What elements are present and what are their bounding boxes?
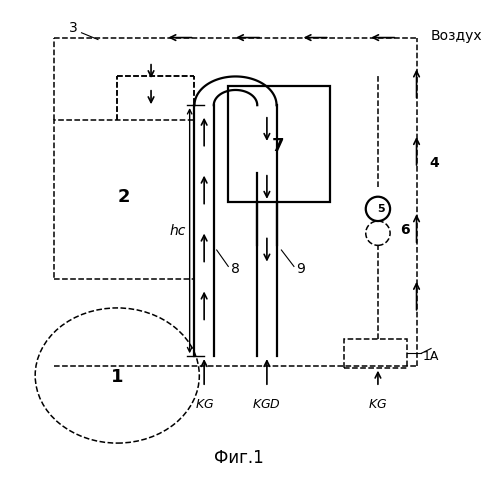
Bar [344,339,407,368]
Text: 7: 7 [272,136,285,154]
Text: 4: 4 [429,156,439,170]
Bar [55,120,194,279]
Text: 2: 2 [118,188,130,206]
Text: Фиг.1: Фиг.1 [214,448,264,466]
Text: hc: hc [170,224,186,237]
Text: 3: 3 [69,21,78,35]
Bar [228,86,330,202]
Text: 5: 5 [377,204,385,214]
Text: 1A: 1A [423,350,439,362]
Text: 1: 1 [111,368,123,386]
Text: $KG$: $KG$ [369,398,388,411]
Text: $KGD$: $KGD$ [252,398,281,411]
Text: Воздух: Воздух [431,28,483,42]
Text: 9: 9 [296,262,305,276]
Text: $KG$: $KG$ [194,398,214,411]
Text: 6: 6 [400,222,410,236]
Text: 8: 8 [231,262,240,276]
